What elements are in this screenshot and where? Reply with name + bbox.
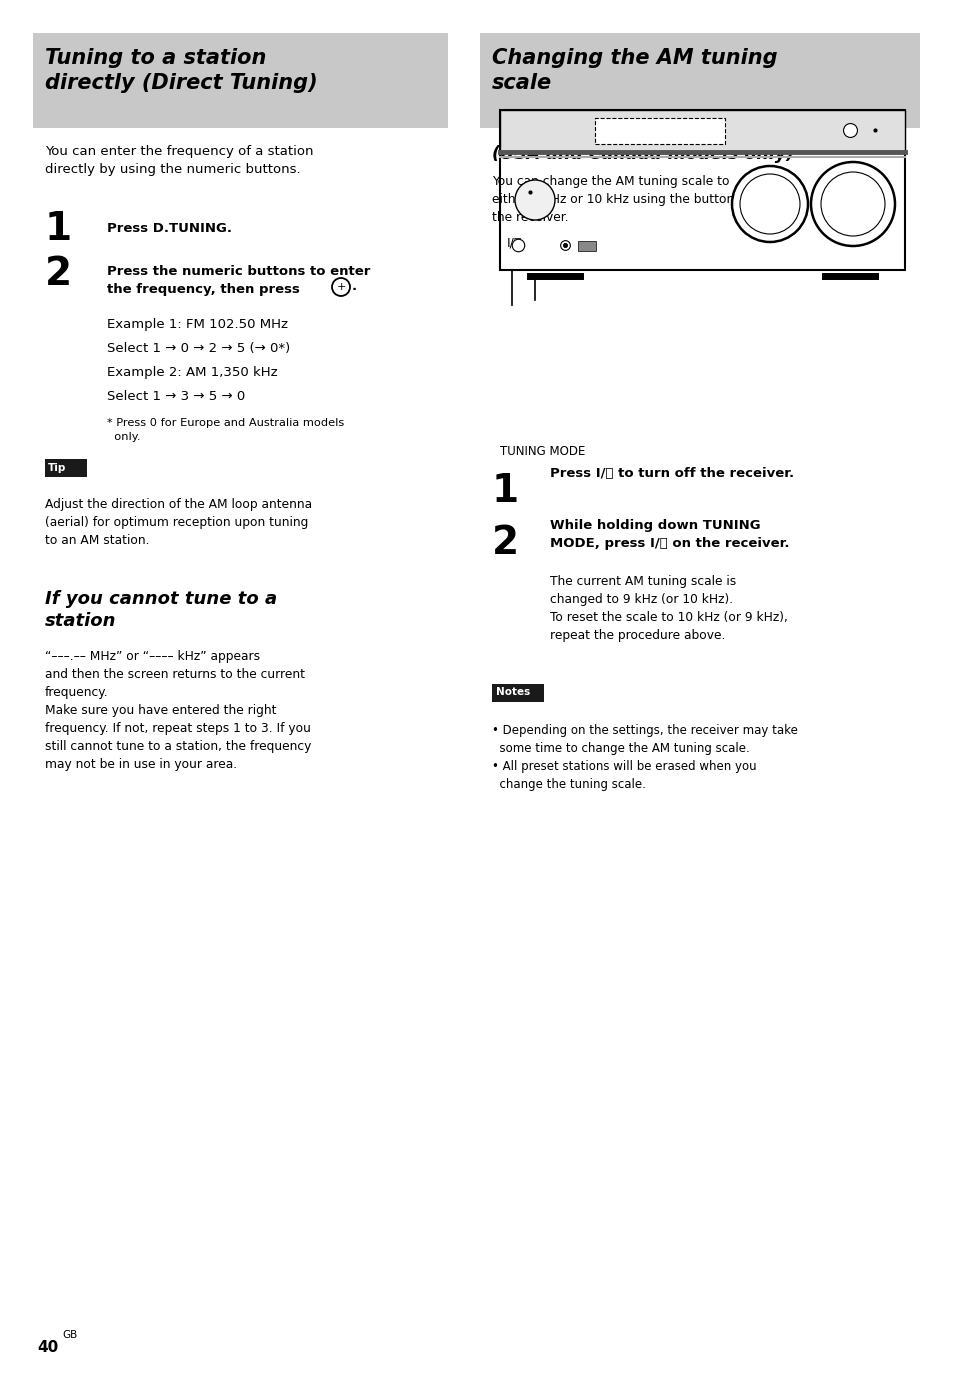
- Text: 40: 40: [37, 1340, 58, 1355]
- Text: Notes: Notes: [496, 686, 530, 697]
- Text: TUNING MODE: TUNING MODE: [499, 445, 585, 459]
- Text: .: .: [352, 280, 356, 294]
- Text: Example 2: AM 1,350 kHz: Example 2: AM 1,350 kHz: [107, 367, 277, 379]
- Circle shape: [810, 162, 894, 246]
- FancyBboxPatch shape: [45, 459, 87, 476]
- Text: Tip: Tip: [48, 463, 67, 474]
- FancyBboxPatch shape: [595, 118, 724, 144]
- Text: While holding down TUNING
MODE, press I/⏻ on the receiver.: While holding down TUNING MODE, press I/…: [550, 519, 789, 551]
- Text: Select 1 → 0 → 2 → 5 (→ 0*): Select 1 → 0 → 2 → 5 (→ 0*): [107, 342, 290, 356]
- Text: +: +: [336, 281, 345, 292]
- Text: The current AM tuning scale is
changed to 9 kHz (or 10 kHz).
To reset the scale : The current AM tuning scale is changed t…: [550, 575, 787, 643]
- Text: Press D.TUNING.: Press D.TUNING.: [107, 222, 232, 235]
- Text: You can enter the frequency of a station
directly by using the numeric buttons.: You can enter the frequency of a station…: [45, 146, 314, 176]
- Text: 2: 2: [492, 524, 518, 562]
- Text: Changing the AM tuning
scale: Changing the AM tuning scale: [492, 48, 777, 93]
- Text: GB: GB: [62, 1330, 77, 1340]
- Text: * Press 0 for Europe and Australia models
  only.: * Press 0 for Europe and Australia model…: [107, 417, 344, 442]
- Text: Adjust the direction of the AM loop antenna
(aerial) for optimum reception upon : Adjust the direction of the AM loop ante…: [45, 498, 312, 546]
- Text: Example 1: FM 102.50 MHz: Example 1: FM 102.50 MHz: [107, 319, 288, 331]
- Text: You can change the AM tuning scale to
either 9 kHz or 10 kHz using the buttons o: You can change the AM tuning scale to ei…: [492, 174, 760, 224]
- Text: 2: 2: [45, 255, 72, 292]
- Circle shape: [515, 180, 555, 220]
- Text: (USA and Canada models only): (USA and Canada models only): [492, 146, 793, 163]
- Text: 1: 1: [492, 472, 518, 509]
- Text: Select 1 → 3 → 5 → 0: Select 1 → 3 → 5 → 0: [107, 390, 245, 404]
- FancyBboxPatch shape: [492, 684, 543, 702]
- Text: Press I/⏻ to turn off the receiver.: Press I/⏻ to turn off the receiver.: [550, 467, 793, 481]
- FancyBboxPatch shape: [479, 33, 919, 128]
- Circle shape: [821, 172, 884, 236]
- FancyBboxPatch shape: [33, 33, 448, 128]
- Text: If you cannot tune to a
station: If you cannot tune to a station: [45, 590, 276, 630]
- Text: 1: 1: [45, 210, 72, 249]
- FancyBboxPatch shape: [499, 110, 904, 152]
- Text: • Depending on the settings, the receiver may take
  some time to change the AM : • Depending on the settings, the receive…: [492, 724, 797, 791]
- FancyBboxPatch shape: [499, 110, 904, 270]
- Text: “–––.–– MHz” or “–––– kHz” appears
and then the screen returns to the current
fr: “–––.–– MHz” or “–––– kHz” appears and t…: [45, 649, 311, 772]
- Circle shape: [740, 174, 800, 233]
- Text: Press the numeric buttons to enter
the frequency, then press: Press the numeric buttons to enter the f…: [107, 265, 370, 297]
- FancyBboxPatch shape: [578, 242, 596, 251]
- Text: Tuning to a station
directly (Direct Tuning): Tuning to a station directly (Direct Tun…: [45, 48, 317, 93]
- Circle shape: [731, 166, 807, 242]
- Text: I/⏻: I/⏻: [506, 238, 522, 250]
